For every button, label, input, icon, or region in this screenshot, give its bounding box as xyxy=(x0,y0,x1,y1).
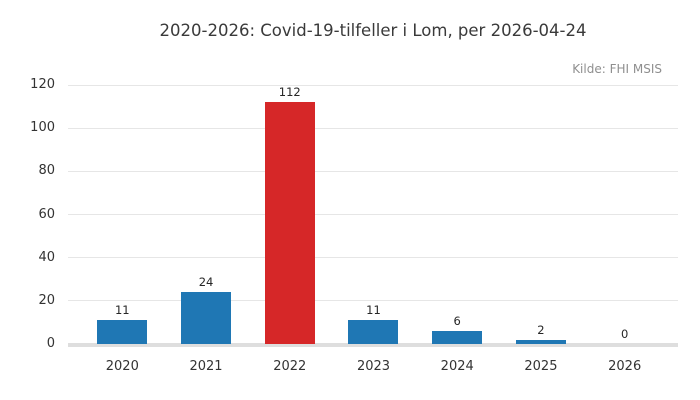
bar-value-label: 112 xyxy=(278,85,301,100)
bar-value-label: 2 xyxy=(537,322,545,337)
source-label: Kilde: FHI MSIS xyxy=(572,62,662,76)
bar-value-label: 6 xyxy=(453,314,461,329)
bar-2025 xyxy=(515,339,566,344)
y-tick-label: 80 xyxy=(38,163,55,179)
bar-value-label: 11 xyxy=(366,303,381,318)
gridline-y-60 xyxy=(68,214,678,215)
x-tick-label: 2023 xyxy=(356,359,391,374)
gridline-y-120 xyxy=(68,84,678,86)
bar-value-label: 24 xyxy=(198,275,214,290)
gridline-y-20 xyxy=(68,300,678,302)
bar-2022 xyxy=(264,102,315,344)
bar-value-label: 11 xyxy=(114,303,130,318)
x-tick-label: 2021 xyxy=(189,359,223,374)
y-tick-label: 40 xyxy=(38,249,55,265)
y-tick-label: 100 xyxy=(30,120,55,136)
y-tick-label: 120 xyxy=(30,77,55,92)
x-tick-label: 2026 xyxy=(608,359,642,374)
x-tick-label: 2025 xyxy=(524,359,558,374)
gridline-y-80 xyxy=(68,170,678,172)
x-axis-line xyxy=(68,343,678,347)
y-tick-label: 0 xyxy=(46,336,55,351)
bar-2024 xyxy=(432,331,483,344)
gridline-y-100 xyxy=(68,127,678,129)
bar-2023 xyxy=(348,320,399,344)
x-tick-label: 2024 xyxy=(440,359,474,374)
y-tick-label: 60 xyxy=(38,206,55,222)
bar-value-label: 0 xyxy=(621,327,629,341)
x-tick-label: 2020 xyxy=(105,359,139,374)
chart-title: 2020-2026: Covid-19-tilfeller i Lom, per… xyxy=(159,21,587,40)
y-tick-label: 20 xyxy=(38,292,55,308)
bar-2020 xyxy=(97,320,148,344)
gridline-y-40 xyxy=(68,257,678,259)
bar-2021 xyxy=(181,292,232,344)
x-tick-label: 2022 xyxy=(273,359,307,374)
